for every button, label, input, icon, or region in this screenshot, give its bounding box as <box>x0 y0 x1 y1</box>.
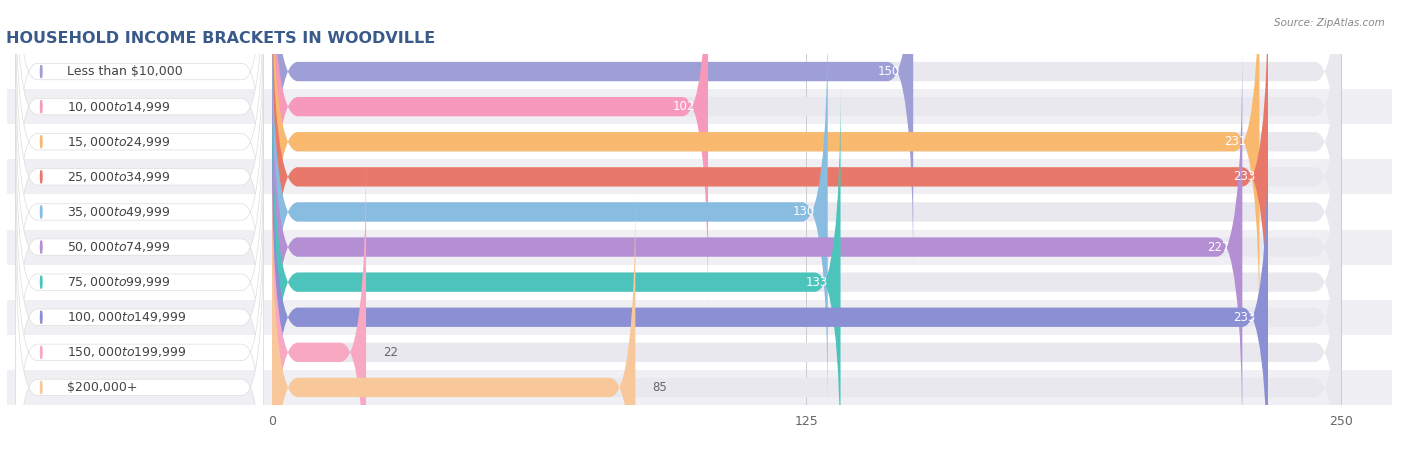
Bar <box>7 159 1392 194</box>
Bar <box>7 194 1392 230</box>
Text: HOUSEHOLD INCOME BRACKETS IN WOODVILLE: HOUSEHOLD INCOME BRACKETS IN WOODVILLE <box>6 31 434 46</box>
Text: 150: 150 <box>879 65 900 78</box>
Circle shape <box>41 171 42 183</box>
FancyBboxPatch shape <box>271 46 1341 448</box>
Text: $75,000 to $99,999: $75,000 to $99,999 <box>67 275 170 289</box>
Bar <box>7 54 1392 89</box>
Text: $50,000 to $74,999: $50,000 to $74,999 <box>67 240 170 254</box>
Text: $150,000 to $199,999: $150,000 to $199,999 <box>67 345 186 360</box>
Bar <box>7 265 1392 300</box>
FancyBboxPatch shape <box>15 9 263 344</box>
Circle shape <box>41 381 42 394</box>
Text: 231: 231 <box>1225 135 1247 148</box>
FancyBboxPatch shape <box>271 0 914 273</box>
Bar <box>7 300 1392 335</box>
Text: $35,000 to $49,999: $35,000 to $49,999 <box>67 205 170 219</box>
FancyBboxPatch shape <box>271 0 709 308</box>
Text: $25,000 to $34,999: $25,000 to $34,999 <box>67 170 170 184</box>
Circle shape <box>41 241 42 253</box>
Circle shape <box>41 135 42 148</box>
FancyBboxPatch shape <box>271 0 1268 378</box>
FancyBboxPatch shape <box>15 0 263 309</box>
FancyBboxPatch shape <box>15 185 263 450</box>
FancyBboxPatch shape <box>271 186 1341 450</box>
Text: 133: 133 <box>806 276 828 288</box>
Bar <box>7 370 1392 405</box>
FancyBboxPatch shape <box>271 11 1341 413</box>
Text: 85: 85 <box>652 381 668 394</box>
Circle shape <box>41 346 42 359</box>
FancyBboxPatch shape <box>271 116 1341 450</box>
FancyBboxPatch shape <box>15 150 263 450</box>
FancyBboxPatch shape <box>15 220 263 450</box>
Text: 22: 22 <box>384 346 398 359</box>
Circle shape <box>41 276 42 288</box>
Circle shape <box>41 311 42 324</box>
Text: $10,000 to $14,999: $10,000 to $14,999 <box>67 99 170 114</box>
Text: 130: 130 <box>793 206 815 218</box>
FancyBboxPatch shape <box>271 0 1260 343</box>
FancyBboxPatch shape <box>271 11 828 413</box>
Bar <box>7 89 1392 124</box>
FancyBboxPatch shape <box>15 115 263 450</box>
FancyBboxPatch shape <box>271 0 1341 308</box>
Text: 233: 233 <box>1233 311 1256 324</box>
Text: Source: ZipAtlas.com: Source: ZipAtlas.com <box>1274 18 1385 28</box>
FancyBboxPatch shape <box>271 116 1268 450</box>
FancyBboxPatch shape <box>271 186 636 450</box>
FancyBboxPatch shape <box>271 0 1341 343</box>
Circle shape <box>41 100 42 113</box>
Text: $200,000+: $200,000+ <box>67 381 138 394</box>
FancyBboxPatch shape <box>15 45 263 379</box>
FancyBboxPatch shape <box>271 81 1341 450</box>
Text: $15,000 to $24,999: $15,000 to $24,999 <box>67 135 170 149</box>
FancyBboxPatch shape <box>271 151 1341 450</box>
FancyBboxPatch shape <box>271 81 841 450</box>
Text: 102: 102 <box>673 100 695 113</box>
FancyBboxPatch shape <box>271 46 1243 448</box>
FancyBboxPatch shape <box>271 0 1341 273</box>
Text: 227: 227 <box>1206 241 1229 253</box>
Bar <box>7 230 1392 265</box>
Bar <box>7 335 1392 370</box>
FancyBboxPatch shape <box>271 0 1341 378</box>
FancyBboxPatch shape <box>271 151 366 450</box>
FancyBboxPatch shape <box>15 80 263 414</box>
Text: Less than $10,000: Less than $10,000 <box>67 65 183 78</box>
FancyBboxPatch shape <box>15 0 263 239</box>
Text: 233: 233 <box>1233 171 1256 183</box>
Circle shape <box>41 65 42 78</box>
FancyBboxPatch shape <box>15 0 263 274</box>
Bar <box>7 124 1392 159</box>
Circle shape <box>41 206 42 218</box>
Text: $100,000 to $149,999: $100,000 to $149,999 <box>67 310 186 324</box>
